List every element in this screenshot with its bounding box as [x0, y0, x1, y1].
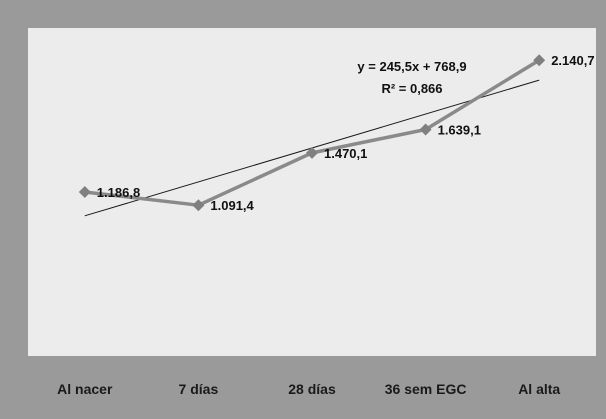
x-axis-tick-label: 7 días — [179, 381, 219, 397]
trendline-r-squared: R² = 0,866 — [381, 81, 442, 96]
data-label: 1.186,8 — [97, 185, 140, 200]
markers-group — [78, 54, 546, 212]
data-label: 2.140,7 — [551, 53, 594, 68]
x-axis-labels: Al nacer 7 días 28 días 36 sem EGC Al alta — [57, 381, 560, 397]
data-label: 1.470,1 — [324, 146, 367, 161]
trendline-equation: y = 245,5x + 768,9 — [357, 59, 466, 74]
data-point-marker — [306, 146, 318, 159]
x-axis-tick-label: 28 días — [288, 381, 336, 397]
data-point-marker — [533, 54, 546, 67]
data-labels-group: 1.186,8 1.091,4 1.470,1 1.639,1 2.140,7 — [97, 53, 595, 213]
x-axis-tick-label: 36 sem EGC — [385, 381, 467, 397]
data-point-marker — [419, 123, 432, 136]
trendline-equation-group: y = 245,5x + 768,9 R² = 0,866 — [357, 59, 466, 96]
data-point-marker — [78, 186, 91, 199]
data-label: 1.091,4 — [210, 198, 254, 213]
x-axis-tick-label: Al nacer — [57, 381, 113, 397]
x-axis-tick-label: Al alta — [518, 381, 560, 397]
data-label: 1.639,1 — [438, 123, 481, 138]
data-point-marker — [192, 199, 205, 212]
